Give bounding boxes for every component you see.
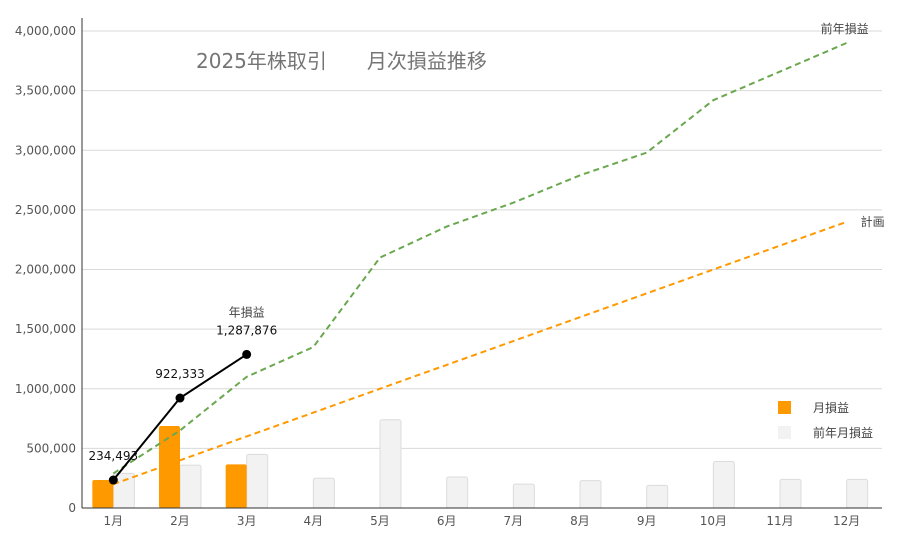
x-tick-label: 7月 — [504, 514, 524, 528]
point-year-total — [108, 475, 118, 485]
lines — [108, 42, 848, 486]
x-tick-label: 6月 — [437, 514, 457, 528]
x-tick-label: 2月 — [170, 514, 190, 528]
y-tick-label: 1,500,000 — [15, 322, 76, 336]
bar-prev-month — [446, 476, 469, 509]
chart-title: 2025年株取引 月次損益推移 — [196, 49, 487, 73]
bar-prev-month — [646, 484, 669, 509]
line-end-label: 計画 — [861, 214, 885, 229]
x-tick-label: 3月 — [237, 514, 257, 528]
bar-prev-month — [512, 483, 535, 509]
x-tick-label: 4月 — [304, 514, 324, 528]
y-tick-label: 0 — [68, 501, 76, 515]
y-tick-label: 500,000 — [26, 441, 76, 455]
bar-prev-month — [312, 477, 335, 509]
y-tick-label: 1,000,000 — [15, 382, 76, 396]
bar-month — [159, 425, 180, 508]
bars — [92, 419, 869, 509]
bar-prev-month — [779, 478, 802, 509]
x-tick-label: 1月 — [104, 514, 124, 528]
line-end-label: 年損益 — [229, 304, 265, 319]
data-label: 1,287,876 — [216, 323, 277, 337]
x-tick-label: 11月 — [766, 514, 793, 528]
bar-prev-month — [246, 453, 269, 509]
bar-month — [92, 480, 114, 508]
point-year-total — [175, 393, 185, 403]
bar-prev-month — [846, 478, 869, 509]
bar-prev-month — [712, 460, 735, 509]
line-prev-year — [112, 42, 848, 475]
labels: 計画 前年損益 234,493 922,333 1,287,876 年損益 — [89, 21, 885, 463]
x-tick-label: 8月 — [570, 514, 590, 528]
y-tick-label: 3,000,000 — [15, 143, 76, 157]
line-end-label: 前年損益 — [821, 21, 869, 36]
y-tick-label: 4,000,000 — [15, 24, 76, 38]
x-tick-label: 5月 — [370, 514, 390, 528]
bar-prev-month — [179, 464, 202, 509]
bar-prev-month — [579, 480, 602, 509]
bar-prev-month — [379, 419, 402, 509]
y-axis-ticks: 0 500,000 1,000,000 1,500,000 2,000,000 2,500… — [15, 24, 860, 528]
bar-month — [225, 464, 247, 508]
legend-label: 前年月損益 — [813, 425, 873, 440]
legend-swatch — [778, 401, 791, 414]
gridlines — [82, 30, 882, 449]
x-tick-label: 9月 — [637, 514, 657, 528]
data-label: 234,493 — [89, 449, 139, 463]
x-tick-label: 12月 — [833, 514, 860, 528]
x-tick-label: 10月 — [700, 514, 727, 528]
point-year-total — [242, 349, 252, 359]
data-label: 922,333 — [155, 367, 205, 381]
legend-label: 月損益 — [813, 400, 849, 415]
y-tick-label: 2,000,000 — [15, 263, 76, 277]
y-tick-label: 2,500,000 — [15, 203, 76, 217]
legend-swatch — [778, 426, 791, 439]
line-plan — [112, 220, 848, 486]
y-tick-label: 3,500,000 — [15, 84, 76, 98]
